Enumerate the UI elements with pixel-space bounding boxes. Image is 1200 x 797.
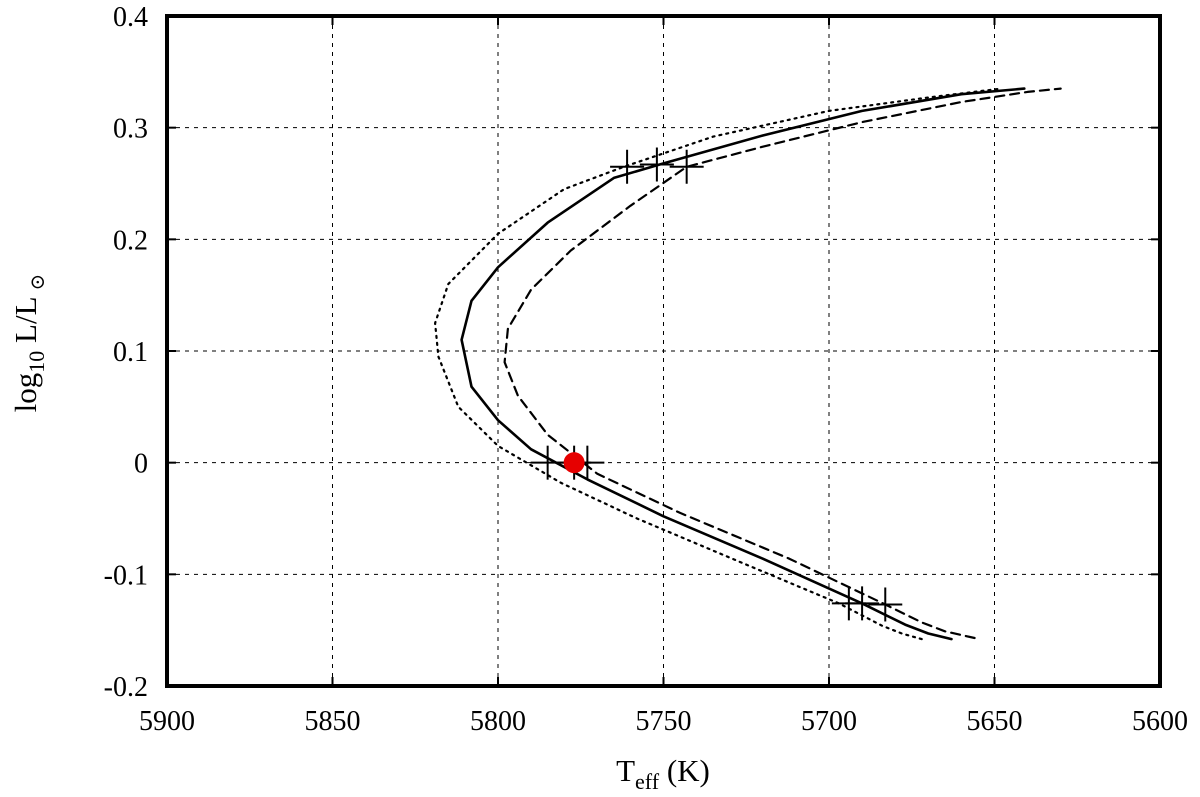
plus-marker (669, 149, 704, 184)
y-tick-label: -0.1 (104, 560, 148, 591)
y-tick-labels: -0.2 -0.1 0 0.1 0.2 0.3 0.4 (104, 2, 1160, 703)
x-tick-label: 5750 (636, 706, 692, 737)
x-tick-label: 5850 (305, 706, 361, 737)
x-axis-title: Teff (K) (616, 753, 710, 794)
dotted-track-line (434, 87, 1003, 641)
y-tick-label: -0.2 (104, 672, 148, 703)
solid-track-line (460, 87, 1026, 641)
plus-marker (831, 586, 866, 621)
grid-lines (167, 16, 1160, 686)
y-tick-label: 0.2 (113, 225, 148, 256)
x-tick-labels: 5900 5850 5800 5750 5700 5650 5600 (139, 16, 1188, 737)
y-tick-label: 0.1 (113, 337, 148, 368)
highlight-layer (563, 452, 585, 474)
x-tick-label: 5800 (470, 706, 526, 737)
x-tick-label: 5650 (967, 706, 1023, 737)
current-sun-point (563, 452, 585, 474)
x-tick-label: 5700 (801, 706, 857, 737)
x-tick-label: 5600 (1132, 706, 1188, 737)
y-tick-label: 0.4 (113, 2, 148, 33)
y-tick-label: 0 (134, 449, 148, 480)
plus-marker (868, 587, 903, 622)
plus-marker (639, 147, 674, 182)
x-tick-label: 5900 (139, 706, 195, 737)
dashed-track-line (503, 87, 1062, 640)
tick-markers (530, 147, 903, 622)
plus-marker (610, 149, 645, 184)
y-axis-title: log10 L/L⊙ (8, 274, 49, 413)
evolutionary-tracks (434, 87, 1062, 641)
y-tick-label: 0.3 (113, 114, 148, 145)
